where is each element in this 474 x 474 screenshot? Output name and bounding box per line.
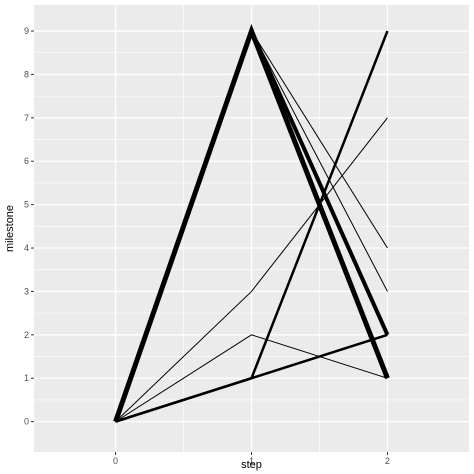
y-tick-label: 4 <box>24 243 29 253</box>
y-tick-label: 7 <box>24 113 29 123</box>
y-tick-label: 5 <box>24 200 29 210</box>
x-tick-label: 2 <box>385 456 390 466</box>
major-gridlines <box>34 5 469 452</box>
y-tick-label: 0 <box>24 417 29 427</box>
x-axis-ticks: 0 1 2 <box>113 452 390 466</box>
y-tick-label: 8 <box>24 69 29 79</box>
series-line <box>115 30 389 423</box>
y-tick-label: 9 <box>24 26 29 36</box>
series-lines <box>113 23 390 423</box>
y-axis-ticks: 0 1 2 3 4 5 6 7 8 9 <box>24 26 34 427</box>
x-tick-label: 0 <box>113 456 118 466</box>
y-tick-label: 1 <box>24 373 29 383</box>
y-tick-label: 6 <box>24 156 29 166</box>
y-tick-label: 3 <box>24 286 29 296</box>
x-tick-label: 1 <box>249 456 254 466</box>
y-axis-title: milestone <box>4 205 16 252</box>
y-tick-label: 2 <box>24 330 29 340</box>
series-line <box>115 29 388 422</box>
x-axis-title: step <box>241 459 262 471</box>
series-line <box>115 334 388 423</box>
